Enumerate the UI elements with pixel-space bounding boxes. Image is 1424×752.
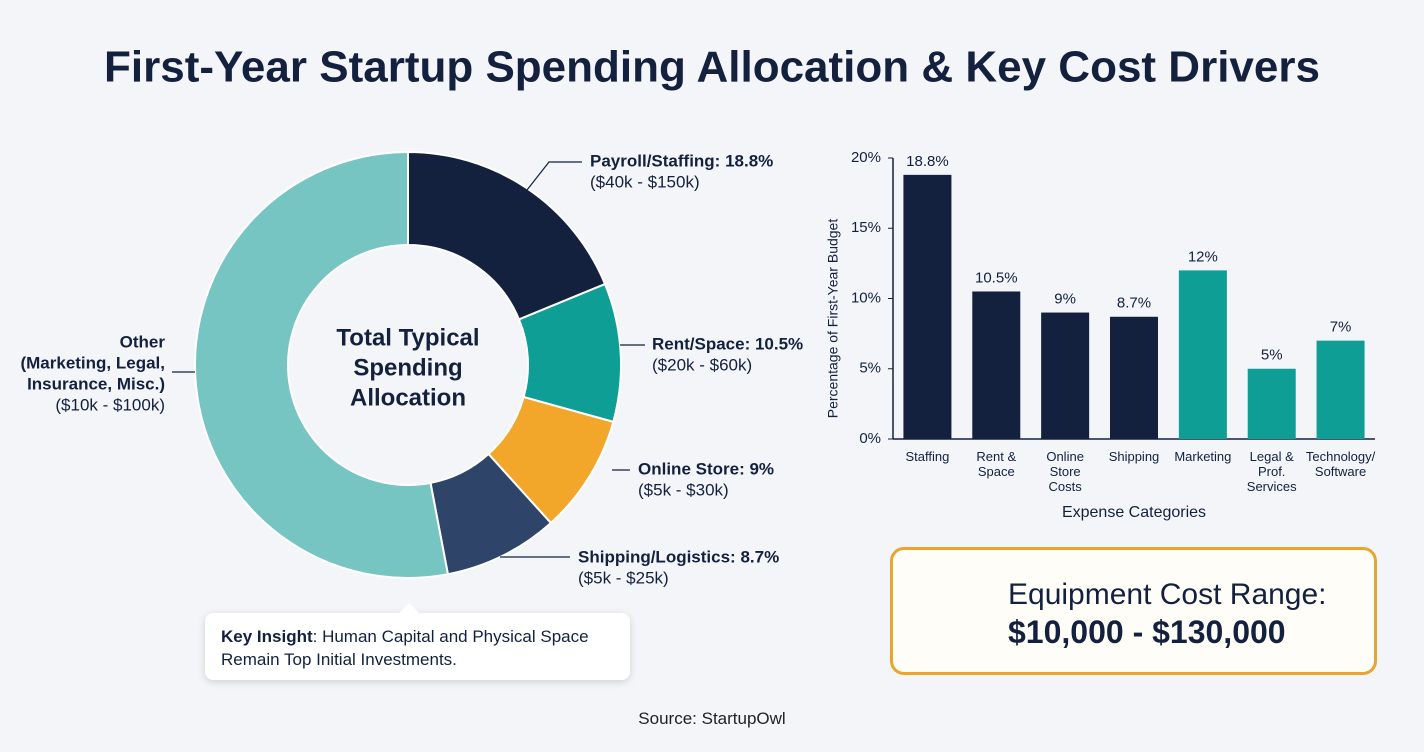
donut-slice <box>194 150 450 579</box>
slice-label: Online Store: 9% <box>638 459 774 478</box>
value-label: 12% <box>1188 248 1218 265</box>
center-label: Total Typical <box>336 324 479 351</box>
source: Source: StartupOwl <box>638 709 786 728</box>
slice-label: Rent/Space: 10.5% <box>652 334 803 353</box>
value-label: 8.7% <box>1117 295 1151 312</box>
y-tick-label: 20% <box>851 149 881 166</box>
slice-range: ($40k - $150k) <box>590 172 700 191</box>
x-tick-label: Online Store Costs <box>1046 449 1084 494</box>
center-label: Spending <box>353 354 462 381</box>
page-title: First-Year Startup Spending Allocation &… <box>104 43 1320 92</box>
value-label: 18.8% <box>906 153 949 170</box>
key-insight: Key Insight: Human Capital and Physical … <box>205 603 630 680</box>
equipment-label: Equipment Cost Range: <box>1008 578 1327 611</box>
bar <box>1041 312 1090 439</box>
x-tick-label: Technology/Software <box>1306 449 1376 479</box>
bar <box>1110 316 1158 439</box>
y-tick-label: 5% <box>859 360 881 377</box>
insight-label: Key Insight <box>221 627 313 646</box>
y-axis-label: Percentage of First-Year Budget <box>825 219 841 419</box>
x-tick-label: Legal & Prof. Services <box>1247 449 1297 494</box>
y-tick-label: 15% <box>851 219 881 236</box>
x-tick-label: Shipping <box>1109 449 1160 464</box>
slice-label: Insurance, Misc.) <box>27 374 165 393</box>
slice-range: ($10k - $100k) <box>55 395 165 414</box>
donut-slice <box>407 150 607 321</box>
value-label: 5% <box>1261 347 1283 364</box>
bar <box>972 291 1021 439</box>
bar <box>1178 270 1227 439</box>
bar <box>1316 340 1365 439</box>
slice-label: Other <box>120 332 166 351</box>
y-tick-label: 10% <box>851 289 881 306</box>
slice-label: Payroll/Staffing: 18.8% <box>590 151 773 170</box>
value-label: 10.5% <box>975 269 1018 286</box>
value-label: 9% <box>1054 291 1076 308</box>
insight-text: : Human Capital and Physical Space Remai… <box>221 627 589 669</box>
slice-label: (Marketing, Legal, <box>20 353 165 372</box>
slice-range: ($5k - $25k) <box>578 568 669 587</box>
x-tick-label: Rent & Space <box>976 449 1016 479</box>
equipment-value: $10,000 - $130,000 <box>1008 614 1286 650</box>
x-tick-label: Marketing <box>1174 449 1231 464</box>
y-tick-label: 0% <box>859 430 881 447</box>
bar <box>1247 368 1296 439</box>
slice-label: Shipping/Logistics: 8.7% <box>578 547 779 566</box>
equipment-box: Equipment Cost Range: $10,000 - $130,000 <box>890 547 1377 675</box>
leader-line <box>526 161 582 191</box>
value-label: 7% <box>1330 319 1352 336</box>
bar <box>903 174 952 440</box>
center-label: Allocation <box>350 384 466 411</box>
slice-range: ($20k - $60k) <box>652 355 752 374</box>
x-axis-label: Expense Categories <box>1062 504 1206 521</box>
x-tick-label: Staffing <box>905 449 949 464</box>
slice-range: ($5k - $30k) <box>638 480 729 499</box>
